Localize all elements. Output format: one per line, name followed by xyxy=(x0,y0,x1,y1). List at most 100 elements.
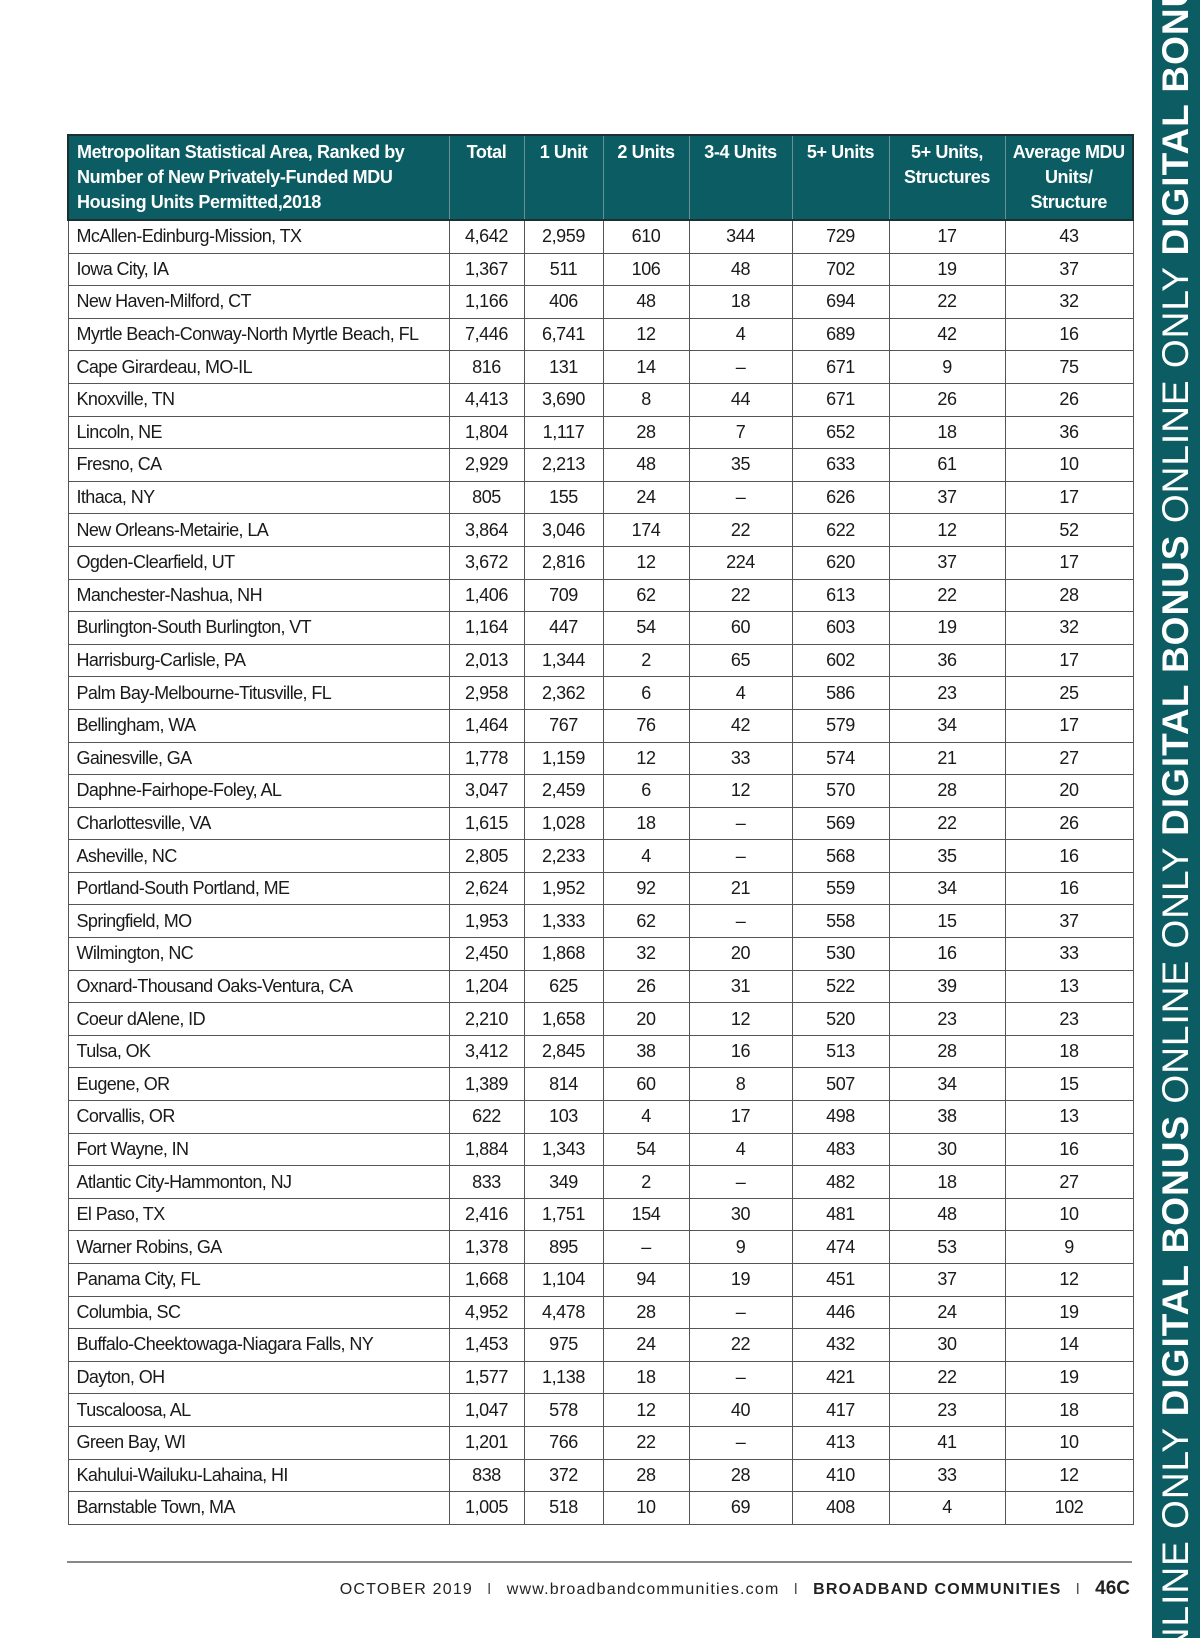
value-cell: 4 xyxy=(602,839,690,873)
msa-name-cell: Ogden-Clearfield, UT xyxy=(67,545,450,580)
value-cell: 481 xyxy=(791,1197,890,1232)
value-cell: 21 xyxy=(888,741,1006,776)
value-cell: 174 xyxy=(602,513,690,547)
value-cell: 60 xyxy=(688,611,793,645)
value-cell: 92 xyxy=(602,871,690,906)
value-cell: 40 xyxy=(688,1393,793,1427)
value-cell: 23 xyxy=(1004,1002,1134,1036)
value-cell: 421 xyxy=(791,1360,890,1395)
value-cell: 17 xyxy=(1004,480,1134,515)
value-cell: 446 xyxy=(791,1295,890,1330)
value-cell: 578 xyxy=(523,1393,604,1427)
value-cell: 569 xyxy=(791,806,890,841)
msa-name-cell: Tulsa, OK xyxy=(67,1034,450,1069)
table-row: Ogden-Clearfield, UT 3,672 2,816 12 224 620 37… xyxy=(67,545,1134,580)
value-cell: 37 xyxy=(888,545,1006,580)
value-cell: 31 xyxy=(688,969,793,1004)
value-cell: 10 xyxy=(1004,1197,1134,1232)
value-cell: 2,210 xyxy=(448,1002,525,1036)
value-cell: 28 xyxy=(602,1295,690,1330)
value-cell: 21 xyxy=(688,871,793,906)
value-cell: 1,166 xyxy=(448,285,525,319)
value-cell: 28 xyxy=(888,774,1006,808)
value-cell: 7,446 xyxy=(448,317,525,352)
value-cell: 1,389 xyxy=(448,1067,525,1102)
value-cell: 17 xyxy=(1004,643,1134,678)
value-cell: – xyxy=(688,1165,793,1199)
value-cell: 94 xyxy=(602,1263,690,1297)
value-cell: 19 xyxy=(688,1263,793,1297)
value-cell: 48 xyxy=(602,285,690,319)
value-cell: 17 xyxy=(688,1100,793,1134)
table-row: Buffalo-Cheektowaga-Niagara Falls, NY 1,4… xyxy=(67,1328,1134,1362)
value-cell: 106 xyxy=(602,252,690,287)
msa-name-cell: Burlington-South Burlington, VT xyxy=(67,611,450,645)
msa-name-cell: Coeur dAlene, ID xyxy=(67,1002,450,1036)
value-cell: 131 xyxy=(523,350,604,384)
value-cell: 102 xyxy=(1004,1491,1134,1525)
msa-name-cell: Knoxville, TN xyxy=(67,382,450,417)
value-cell: 2,233 xyxy=(523,839,604,873)
table-row: Lincoln, NE 1,804 1,117 28 7 652 18 36 xyxy=(67,415,1134,450)
value-cell: 37 xyxy=(1004,252,1134,287)
value-cell: 558 xyxy=(791,904,890,939)
value-cell: 12 xyxy=(602,317,690,352)
msa-name-cell: Charlottesville, VA xyxy=(67,806,450,841)
table-row: New Haven-Milford, CT 1,166 406 48 18 694 22 32 xyxy=(67,285,1134,319)
footer-separator: I xyxy=(793,1581,800,1598)
msa-name-cell: New Haven-Milford, CT xyxy=(67,285,450,319)
value-cell: 1,615 xyxy=(448,806,525,841)
value-cell: 344 xyxy=(688,219,793,254)
banner-segment: DIGITAL BONUS xyxy=(1155,1114,1196,1417)
footer-publication: BROADBAND COMMUNITIES xyxy=(813,1581,1062,1598)
table-row: Knoxville, TN 4,413 3,690 8 44 671 26 26 xyxy=(67,382,1134,417)
value-cell: 36 xyxy=(1004,415,1134,450)
table-row: Cape Girardeau, MO-IL 816 131 14–671 9 75 xyxy=(67,350,1134,384)
value-cell: 62 xyxy=(602,578,690,613)
value-cell: 413 xyxy=(791,1425,890,1460)
value-cell: 15 xyxy=(888,904,1006,939)
banner-segment: DIGITAL BONUS xyxy=(1155,0,1196,256)
value-cell: 19 xyxy=(888,611,1006,645)
value-cell: 729 xyxy=(791,219,890,254)
value-cell: 1,333 xyxy=(523,904,604,939)
value-cell: 4,642 xyxy=(448,219,525,254)
value-cell: 1,138 xyxy=(523,1360,604,1395)
table-row: Harrisburg-Carlisle, PA 2,013 1,344 2 65 602 3… xyxy=(67,643,1134,678)
value-cell: 9 xyxy=(888,350,1006,384)
column-header: Metropolitan Statistical Area, Ranked by… xyxy=(68,135,449,220)
value-cell: 10 xyxy=(1004,1425,1134,1460)
msa-name-cell: Kahului-Wailuku-Lahaina, HI xyxy=(67,1458,450,1493)
msa-name-cell: McAllen-Edinburg-Mission, TX xyxy=(67,219,450,254)
value-cell: 1,047 xyxy=(448,1393,525,1427)
value-cell: 1,344 xyxy=(523,643,604,678)
table-row: Tulsa, OK 3,412 2,845 38 16 513 28 18 xyxy=(67,1034,1134,1069)
value-cell: 12 xyxy=(1004,1263,1134,1297)
value-cell: 4,478 xyxy=(523,1295,604,1330)
value-cell: 417 xyxy=(791,1393,890,1427)
value-cell: 2,816 xyxy=(523,545,604,580)
value-cell: 4 xyxy=(688,676,793,710)
value-cell: 633 xyxy=(791,448,890,482)
column-header: 2 Units xyxy=(602,135,689,220)
msa-name-cell: Iowa City, IA xyxy=(67,252,450,287)
value-cell: 1,378 xyxy=(448,1230,525,1264)
table-row: Fort Wayne, IN 1,884 1,343 54 4 483 30 16 xyxy=(67,1132,1134,1167)
value-cell: 2,459 xyxy=(523,774,604,808)
value-cell: 709 xyxy=(523,578,604,613)
msa-name-cell: New Orleans-Metairie, LA xyxy=(67,513,450,547)
msa-name-cell: Manchester-Nashua, NH xyxy=(67,578,450,613)
value-cell: 2 xyxy=(602,1165,690,1199)
table-row: Myrtle Beach-Conway-North Myrtle Beach, … xyxy=(67,317,1134,352)
value-cell: 34 xyxy=(888,871,1006,906)
value-cell: 24 xyxy=(602,480,690,515)
value-cell: 22 xyxy=(688,578,793,613)
value-cell: 14 xyxy=(602,350,690,384)
value-cell: 15 xyxy=(1004,1067,1134,1102)
value-cell: 671 xyxy=(791,350,890,384)
msa-name-cell: Buffalo-Cheektowaga-Niagara Falls, NY xyxy=(67,1328,450,1362)
value-cell: 43 xyxy=(1004,219,1134,254)
value-cell: 28 xyxy=(888,1034,1006,1069)
banner-text: ONLINE ONLY DIGITAL BONUS ONLINE ONLY DI… xyxy=(1154,0,1198,1638)
value-cell: 1,658 xyxy=(523,1002,604,1036)
